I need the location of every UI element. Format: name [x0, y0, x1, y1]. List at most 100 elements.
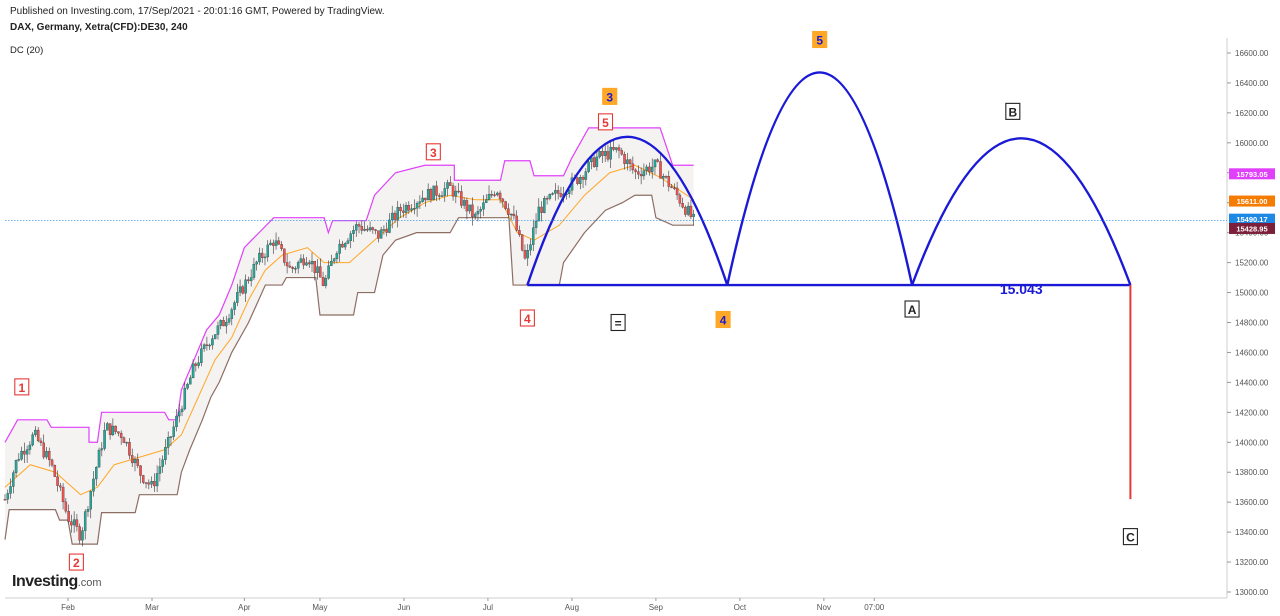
wave-label-box-frame: [1122, 528, 1138, 546]
candle-body: [487, 194, 491, 200]
candle-body: [579, 176, 582, 184]
wave-label-box-frame: [610, 313, 626, 332]
candle-body: [468, 204, 471, 212]
candle-body: [61, 486, 65, 503]
y-tick-label: 14200.00: [1235, 408, 1269, 417]
projection-arch-3: [910, 137, 1132, 286]
candle-body: [540, 206, 543, 213]
candle-body: [97, 449, 101, 468]
x-tick-label: Apr: [238, 603, 251, 612]
candle-body: [462, 200, 466, 206]
candle-body: [6, 493, 10, 500]
candle-body: [684, 207, 687, 215]
y-tick-label: 13200.00: [1235, 558, 1269, 567]
x-tick-label: May: [312, 603, 327, 612]
candle-body: [117, 431, 120, 434]
candle-body: [213, 334, 217, 339]
candle-body: [551, 193, 554, 195]
lower-band-line: [4, 194, 694, 545]
candle-body: [202, 344, 206, 349]
candle-body: [606, 151, 610, 160]
y-tick-label: 16000.00: [1235, 139, 1269, 148]
candle-body: [567, 190, 571, 194]
wave-label-box-frame: [1005, 102, 1021, 120]
candle-body: [595, 156, 599, 167]
candle-body: [200, 348, 203, 363]
candle-body: [227, 318, 231, 323]
candle-body: [338, 243, 341, 254]
candle-body: [686, 205, 690, 215]
candle-body: [368, 227, 372, 231]
published-caption: Published on Investing.com, 17/Sep/2021 …: [10, 6, 385, 17]
candle-body: [81, 530, 84, 541]
price-badge: [1229, 222, 1275, 234]
wave-label-red: 1: [18, 381, 25, 395]
indicator-label[interactable]: DC (20): [10, 45, 44, 56]
candle-body: [59, 485, 62, 488]
candle-body: [36, 429, 40, 442]
candle-body: [341, 243, 344, 248]
x-tick-label: Aug: [565, 603, 579, 612]
candle-body: [424, 197, 427, 201]
candle-body: [609, 146, 612, 160]
wave-label-box: =: [615, 316, 622, 330]
candle-body: [266, 244, 270, 258]
wave-label-red-frame: [14, 378, 30, 396]
wave-label-orange-frame: [602, 87, 618, 105]
wave-label-red-frame: [68, 553, 84, 571]
candle-body: [601, 151, 604, 156]
candle-body: [283, 248, 286, 263]
candle-body: [437, 195, 441, 197]
price-badge: [1229, 168, 1275, 180]
candle-body: [548, 194, 552, 199]
wave-label-box: A: [908, 303, 917, 317]
candle-body: [587, 161, 590, 172]
candle-body: [346, 240, 350, 244]
candle-body: [379, 229, 383, 239]
x-tick-label: Sep: [649, 603, 664, 612]
candle-body: [100, 448, 104, 451]
candle-body: [335, 253, 339, 259]
level-label: 15.043: [1000, 281, 1043, 297]
candle-body: [612, 146, 615, 150]
y-tick-label: 14800.00: [1235, 318, 1269, 327]
candle-body: [92, 478, 95, 492]
candle-body: [404, 205, 408, 213]
candle-body: [260, 252, 264, 258]
candle-body: [645, 166, 648, 171]
candle-body: [125, 442, 128, 444]
candle-body: [532, 227, 535, 245]
candle-body: [294, 268, 297, 270]
candle-body: [360, 226, 364, 231]
candle-body: [614, 147, 618, 150]
candle-body: [443, 188, 447, 196]
logo-suffix: .com: [77, 577, 102, 589]
candle-body: [106, 423, 109, 431]
candle-body: [656, 159, 659, 162]
candle-body: [681, 203, 684, 208]
candle-body: [3, 499, 7, 501]
candle-body: [236, 292, 239, 303]
price-badge-label: 15428.95: [1236, 224, 1267, 233]
candle-body: [313, 260, 317, 273]
candle-body: [180, 408, 184, 413]
candle-body: [429, 189, 433, 201]
wave-label-red-frame: [597, 113, 614, 131]
price-badge: [1229, 195, 1275, 207]
candle-body: [72, 519, 76, 526]
candle-body: [413, 208, 416, 210]
candle-body: [285, 262, 289, 267]
y-tick-label: 15200.00: [1235, 259, 1269, 268]
x-tick-label: Jul: [483, 603, 493, 612]
candle-body: [435, 185, 438, 196]
candle-body: [67, 510, 70, 522]
candle-body: [554, 190, 557, 194]
candle-body: [255, 261, 258, 265]
candle-body: [247, 279, 250, 282]
candle-body: [476, 211, 480, 215]
candle-body: [95, 467, 98, 480]
candle-body: [230, 309, 234, 319]
candle-body: [507, 208, 510, 215]
y-tick-label: 16400.00: [1235, 79, 1269, 88]
